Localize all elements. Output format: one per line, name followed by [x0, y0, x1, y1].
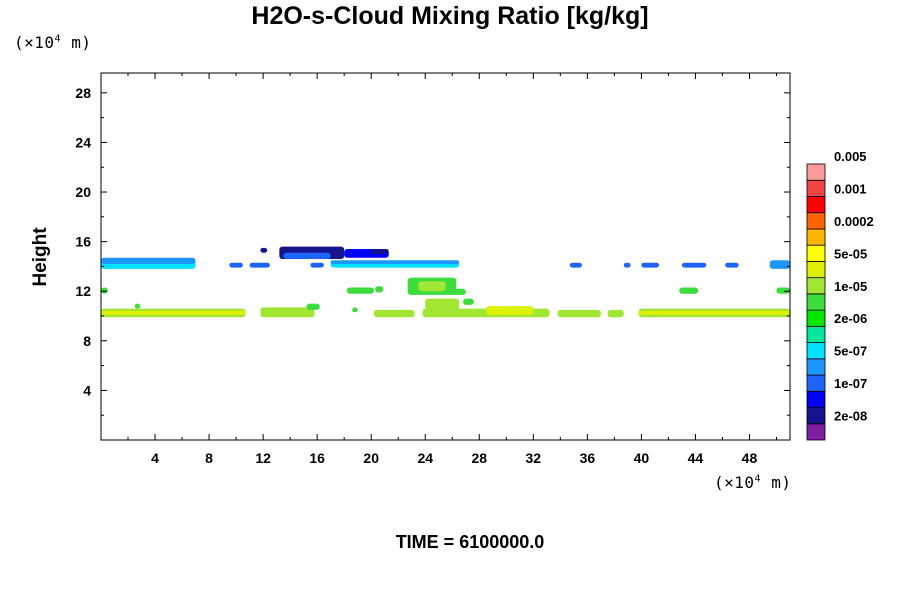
x-tick-label: 40 — [634, 450, 650, 466]
cloud-region — [101, 311, 246, 315]
colorbar-swatch — [806, 261, 826, 279]
cloud-region — [607, 309, 624, 318]
x-tick-label: 24 — [417, 450, 433, 466]
y-tick-label: 16 — [75, 234, 91, 250]
colorbar-swatch — [806, 390, 826, 408]
cloud-region — [679, 287, 699, 294]
cloud-region — [463, 298, 474, 305]
cloud-region — [449, 288, 466, 295]
cloud-region — [776, 287, 790, 294]
cloud-region — [725, 262, 739, 268]
x-tick-label: 28 — [471, 450, 487, 466]
cloud-region — [260, 307, 315, 318]
cloud-region — [101, 287, 108, 294]
cloud-region — [310, 262, 324, 268]
cloud-region — [352, 307, 358, 313]
x-tick-label: 32 — [526, 450, 542, 466]
colorbar-label: 0.005 — [834, 149, 867, 164]
colorbar-swatch — [806, 277, 826, 295]
colorbar-label: 5e-05 — [834, 246, 867, 261]
y-axis-unit: (×104 m) — [14, 33, 92, 52]
colorbar-swatch — [806, 244, 826, 262]
cloud-region — [486, 306, 534, 315]
cloud-region — [371, 249, 389, 255]
cloud-region — [425, 298, 460, 310]
cloud-region — [638, 311, 790, 315]
y-tick-label: 8 — [83, 333, 91, 349]
time-label: TIME = 6100000.0 — [395, 532, 545, 552]
cloud-region — [101, 257, 196, 264]
colorbar-swatch — [806, 179, 826, 197]
y-tick-label: 24 — [75, 134, 91, 150]
colorbar-swatch — [806, 358, 826, 376]
colorbar-label: 1e-05 — [834, 279, 867, 294]
x-tick-label: 16 — [309, 450, 325, 466]
plot-frame — [100, 72, 791, 441]
colorbar-swatch — [806, 325, 826, 343]
cloud-region — [375, 286, 384, 293]
cloud-region — [346, 287, 374, 294]
cloud-region — [260, 247, 268, 253]
colorbar-swatch — [806, 196, 826, 214]
x-tick-label: 20 — [363, 450, 379, 466]
x-tick-label: 4 — [151, 450, 159, 466]
cloud-region — [283, 252, 331, 259]
x-tick-label: 48 — [742, 450, 758, 466]
colorbar-swatch — [806, 212, 826, 230]
cloud-region — [623, 262, 631, 268]
cloud-region — [641, 262, 659, 268]
cloud-region — [330, 260, 460, 264]
x-tick-label: 12 — [255, 450, 271, 466]
cloud-region — [681, 262, 707, 268]
heatmap-regions — [101, 246, 790, 318]
cloud-region — [306, 303, 320, 310]
cloud-region — [373, 309, 415, 318]
colorbar-swatch — [806, 374, 826, 392]
colorbar: 2e-08 1e-07 5e-07 2e-06 1e-05 5e-05 0.0002 0.00… — [806, 149, 874, 441]
colorbar-label: 0.0002 — [834, 214, 874, 229]
colorbar-swatch — [806, 163, 826, 181]
cloud-region — [769, 260, 790, 269]
x-tick-label: 36 — [580, 450, 596, 466]
colorbar-swatch — [806, 293, 826, 311]
colorbar-label: 2e-06 — [834, 311, 867, 326]
cloud-region — [134, 303, 141, 309]
x-axis-unit: (×104 m) — [714, 473, 792, 492]
chart-title: H2O-s-Cloud Mixing Ratio [kg/kg] — [251, 2, 649, 30]
cloud-region — [229, 262, 243, 268]
colorbar-swatch — [806, 228, 826, 246]
colorbar-label: 5e-07 — [834, 344, 867, 359]
colorbar-label: 2e-08 — [834, 409, 867, 424]
x-tick-label: 8 — [205, 450, 213, 466]
colorbar-swatch — [806, 423, 826, 441]
cloud-region — [249, 262, 270, 268]
cloud-region — [569, 262, 582, 268]
colorbar-label: 0.001 — [834, 181, 867, 196]
colorbar-swatch — [806, 309, 826, 327]
colorbar-label: 1e-07 — [834, 376, 867, 391]
cloud-region — [557, 309, 601, 318]
cloud-region — [418, 281, 446, 292]
y-tick-label: 12 — [75, 283, 91, 299]
y-tick-label: 4 — [83, 382, 91, 398]
y-tick-label: 28 — [75, 85, 91, 101]
colorbar-swatch — [806, 342, 826, 360]
y-tick-label: 20 — [75, 184, 91, 200]
x-tick-label: 44 — [688, 450, 704, 466]
colorbar-swatch — [806, 407, 826, 425]
